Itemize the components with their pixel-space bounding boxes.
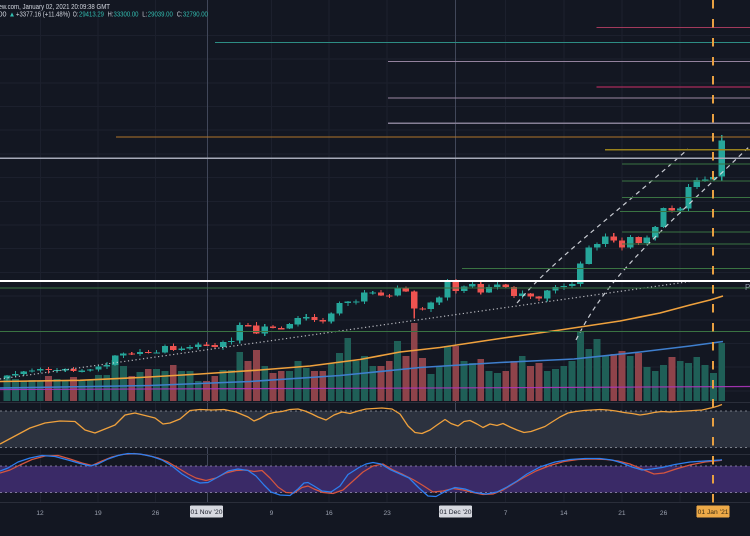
svg-text:▲: ▲ [9, 12, 16, 19]
svg-text:O:: O: [73, 10, 79, 19]
svg-text:26: 26 [660, 510, 668, 517]
svg-text:29039.00: 29039.00 [148, 10, 173, 19]
svg-text:L:: L: [142, 10, 147, 19]
svg-text:H:: H: [108, 10, 114, 19]
svg-text:ew.com, January 02, 2021 20:09: ew.com, January 02, 2021 20:09:38 GMT [0, 2, 110, 11]
svg-text:7: 7 [504, 510, 508, 517]
svg-text:29413.29: 29413.29 [79, 10, 104, 19]
svg-text:19: 19 [94, 510, 102, 517]
svg-text:26: 26 [152, 510, 160, 517]
svg-text:+3377.16 (+11.48%): +3377.16 (+11.48%) [16, 10, 70, 19]
svg-text:12: 12 [36, 510, 44, 517]
svg-text:33300.00: 33300.00 [114, 10, 139, 19]
svg-text:16: 16 [325, 510, 333, 517]
svg-text:21: 21 [618, 510, 626, 517]
svg-text:00: 00 [0, 10, 7, 19]
svg-text:01 Nov ’20: 01 Nov ’20 [191, 509, 223, 516]
svg-text:23: 23 [384, 510, 392, 517]
svg-text:9: 9 [270, 510, 274, 517]
svg-text:32790.00: 32790.00 [183, 10, 208, 19]
svg-text:14: 14 [560, 510, 568, 517]
svg-text:01 Dec ’20: 01 Dec ’20 [440, 509, 472, 516]
svg-text:C:: C: [177, 10, 183, 19]
svg-text:P: P [745, 283, 750, 292]
svg-text:01 Jan ’21: 01 Jan ’21 [698, 509, 729, 516]
